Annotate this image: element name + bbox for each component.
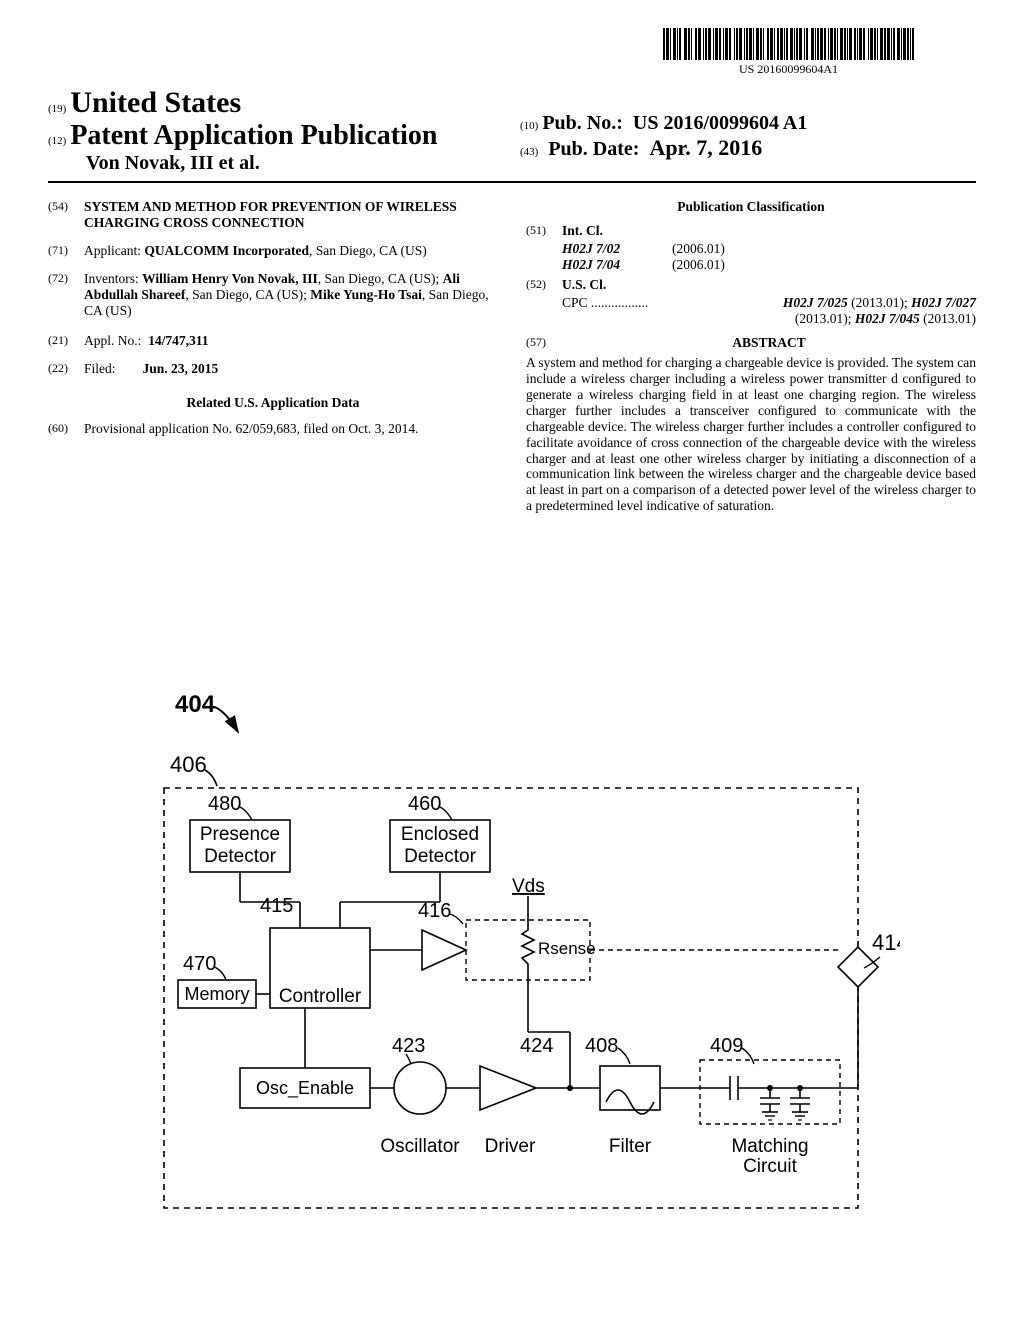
biblio-columns: (54) SYSTEM AND METHOD FOR PREVENTION OF…: [48, 199, 976, 514]
ref-415: 415: [260, 895, 293, 917]
invention-title: SYSTEM AND METHOD FOR PREVENTION OF WIRE…: [84, 199, 498, 231]
left-column: (54) SYSTEM AND METHOD FOR PREVENTION OF…: [48, 199, 498, 514]
pub-date-code: (43): [520, 146, 538, 158]
box-filter: Filter: [609, 1136, 652, 1157]
label-rsense: Rsense: [538, 939, 596, 958]
svg-text:Detector: Detector: [404, 846, 476, 867]
doc-type: Patent Application Publication: [70, 120, 437, 151]
filed-date: Jun. 23, 2015: [143, 361, 219, 376]
pub-no-code: (10): [520, 120, 538, 132]
inv1-loc: , San Diego, CA (US);: [318, 271, 443, 286]
int1-date: (2006.01): [672, 241, 725, 257]
inv2-loc: , San Diego, CA (US);: [185, 287, 310, 302]
int-code: (51): [526, 223, 562, 239]
country-code: (19): [48, 103, 66, 115]
cpc3-date: (2013.01): [920, 311, 976, 326]
int-label: Int. Cl.: [562, 223, 976, 239]
svg-text:Presence: Presence: [200, 824, 280, 845]
abstract-code: (57): [526, 335, 562, 351]
box-memory: Memory: [184, 984, 249, 1004]
int2-date: (2006.01): [672, 257, 725, 273]
inventors-code: (72): [48, 271, 84, 319]
abstract-text: A system and method for charging a charg…: [526, 355, 976, 514]
appl-no-code: (21): [48, 333, 84, 349]
ref-408: 408: [585, 1035, 618, 1057]
barcode-text: US 20160099604A1: [663, 62, 914, 77]
box-oscillator: Oscillator: [380, 1136, 460, 1157]
pub-date-label: Pub. Date:: [548, 138, 639, 161]
label-vds: Vds: [512, 876, 545, 897]
svg-text:Circuit: Circuit: [743, 1156, 798, 1177]
inv3-name: Mike Yung-Ho Tsai: [310, 287, 422, 302]
ref-423: 423: [392, 1035, 425, 1057]
label-osc-enable: Osc_Enable: [256, 1078, 354, 1099]
header-rule: [48, 181, 976, 183]
cpc3: H02J 7/045: [855, 311, 920, 326]
cpc-prefix: CPC .................: [562, 295, 648, 311]
inventors-label: Inventors:: [84, 271, 139, 286]
title-code: (54): [48, 199, 84, 231]
header-left: (19) United States (12) Patent Applicati…: [48, 86, 976, 175]
pub-date: Apr. 7, 2016: [649, 135, 810, 161]
inv1-name: William Henry Von Novak, III: [142, 271, 318, 286]
abstract-label: ABSTRACT: [562, 335, 976, 351]
cpc1: H02J 7/025: [783, 295, 848, 310]
ref-409: 409: [710, 1035, 743, 1057]
pub-no-label: Pub. No.:: [542, 112, 623, 134]
prov-code: (60): [48, 421, 84, 437]
ref-480: 480: [208, 793, 241, 815]
us-code: (52): [526, 277, 562, 293]
ref-460: 460: [408, 793, 441, 815]
svg-text:Matching: Matching: [731, 1136, 808, 1157]
applicant-loc: , San Diego, CA (US): [309, 243, 427, 258]
barcode-bars: [663, 28, 914, 60]
ref-406: 406: [170, 752, 207, 777]
country-name: United States: [70, 86, 241, 119]
int2: H02J 7/04: [562, 257, 672, 273]
applicant-code: (71): [48, 243, 84, 259]
appl-no-label: Appl. No.:: [84, 333, 141, 348]
box-driver: Driver: [485, 1136, 536, 1157]
ref-424: 424: [520, 1035, 553, 1057]
int1: H02J 7/02: [562, 241, 672, 257]
pub-no: US 2016/0099604 A1: [633, 112, 807, 134]
svg-text:Enclosed: Enclosed: [401, 824, 479, 845]
cpc1-date: (2013.01);: [848, 295, 911, 310]
ref-414: 414: [872, 930, 900, 955]
us-label: U.S. Cl.: [562, 277, 976, 293]
appl-no: 14/747,311: [148, 333, 208, 348]
applicant-label: Applicant:: [84, 243, 141, 258]
classification-title: Publication Classification: [526, 199, 976, 215]
right-column: Publication Classification (51) Int. Cl.…: [526, 199, 976, 514]
header-right: (10) Pub. No.: US 2016/0099604 A1 (43) P…: [520, 112, 810, 161]
svg-text:Detector: Detector: [204, 846, 276, 867]
applicant-name: QUALCOMM Incorporated: [144, 243, 309, 258]
prov-text: Provisional application No. 62/059,683, …: [84, 421, 498, 437]
ref-404: 404: [175, 692, 216, 718]
cpc2: H02J 7/027: [911, 295, 976, 310]
box-controller: Controller: [279, 986, 362, 1007]
related-title: Related U.S. Application Data: [48, 395, 498, 411]
barcode-block: US 20160099604A1: [663, 28, 914, 77]
block-diagram: 404 406 480 Presence Detector 460 Enclos…: [140, 692, 900, 1222]
cpc2-date: (2013.01);: [795, 311, 855, 326]
filed-label: Filed:: [84, 361, 116, 376]
doc-type-code: (12): [48, 135, 66, 147]
ref-470: 470: [183, 953, 216, 975]
filed-code: (22): [48, 361, 84, 377]
ref-416: 416: [418, 900, 451, 922]
